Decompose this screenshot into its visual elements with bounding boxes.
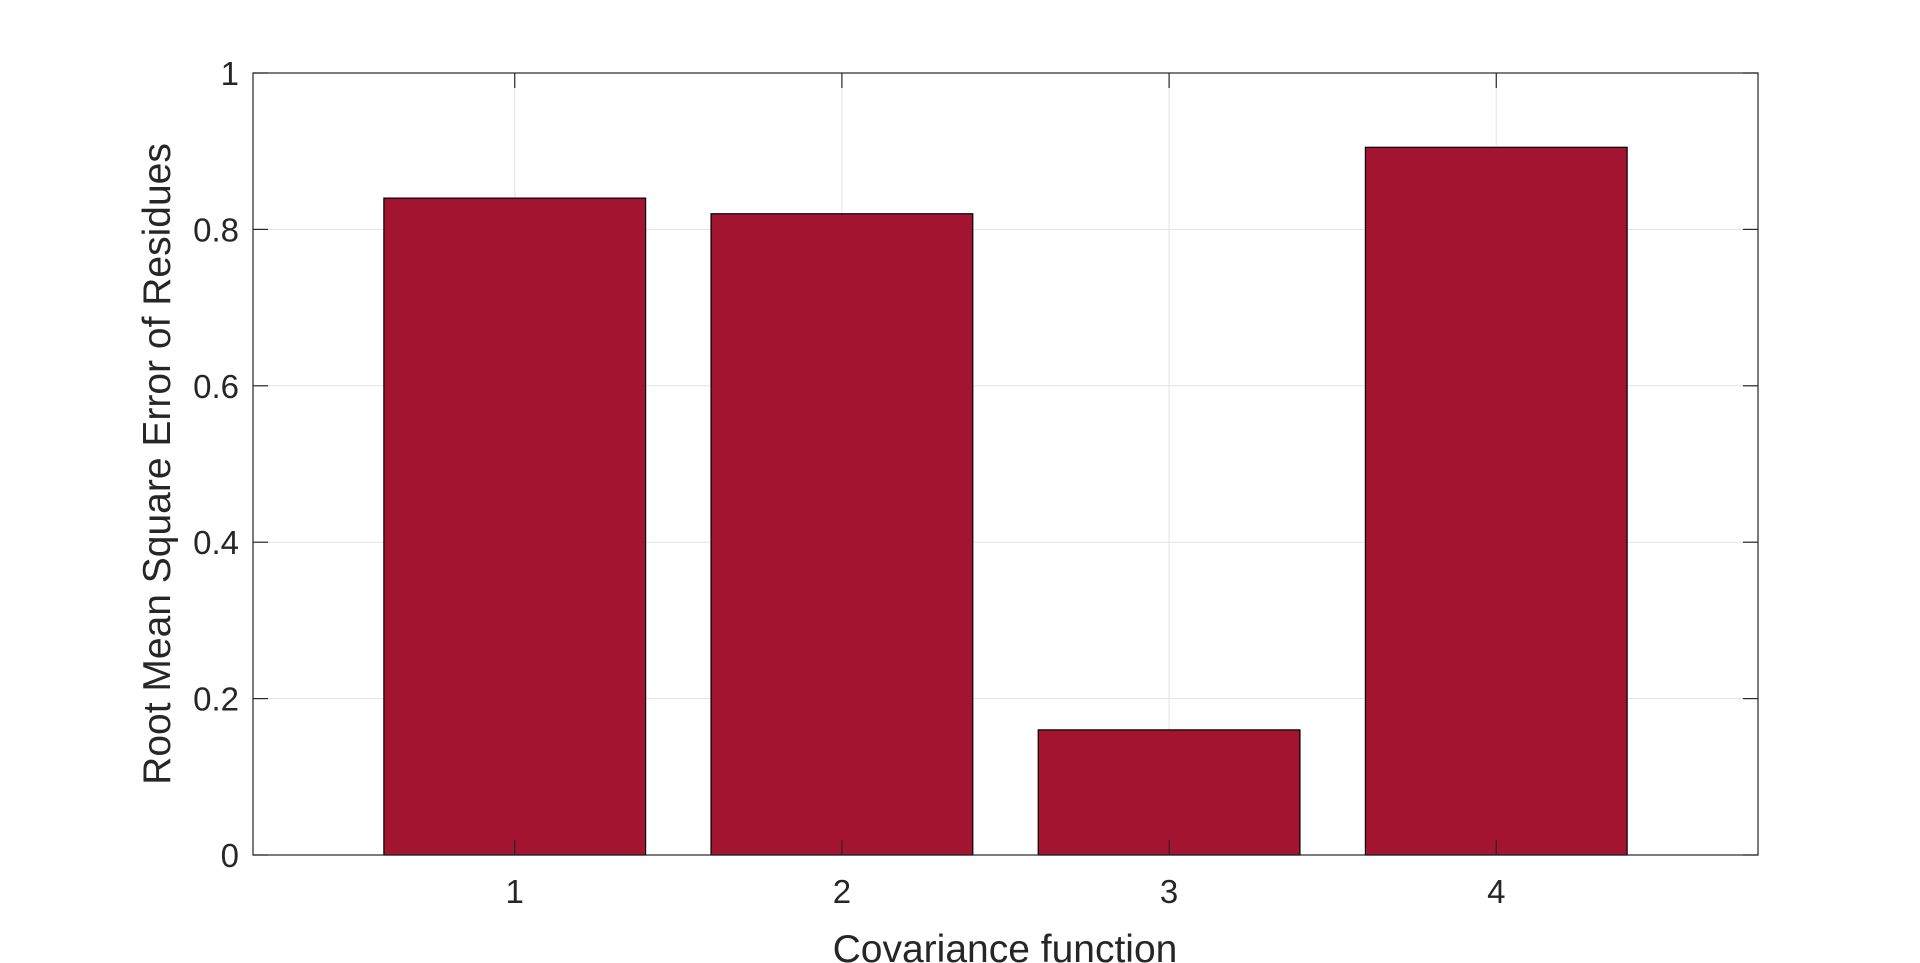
y-tick-label: 0.6 xyxy=(193,368,239,405)
x-tick-label: 3 xyxy=(1160,873,1178,910)
bar-3 xyxy=(1037,729,1301,856)
bar-2 xyxy=(710,213,974,856)
y-tick-label: 0.2 xyxy=(193,681,239,718)
x-axis-tick-labels: 1 2 3 4 xyxy=(506,873,1506,910)
x-tick-label: 4 xyxy=(1487,873,1505,910)
bar-1 xyxy=(383,197,647,856)
y-axis-tick-labels: 0 0.2 0.4 0.6 0.8 1 xyxy=(193,55,239,874)
plot-area-frame xyxy=(252,72,1759,856)
y-tick-label: 0 xyxy=(221,837,239,874)
x-tick-label: 1 xyxy=(506,873,524,910)
x-tick-label: 2 xyxy=(833,873,851,910)
y-tick-label: 1 xyxy=(221,55,239,92)
x-axis-label: Covariance function xyxy=(833,928,1178,963)
y-tick-label: 0.4 xyxy=(193,524,239,561)
y-axis-label: Root Mean Square Error of Residues xyxy=(136,143,179,785)
bar-4 xyxy=(1364,146,1628,856)
bar-series xyxy=(383,146,1628,856)
y-tick-label: 0.8 xyxy=(193,211,239,248)
axis-ticks xyxy=(253,72,1758,856)
